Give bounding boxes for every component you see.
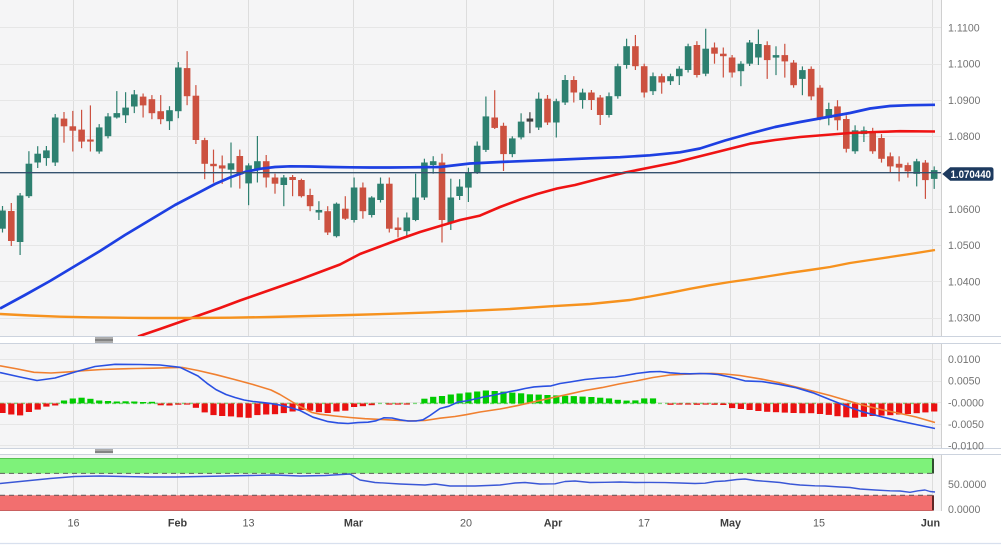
svg-text:May: May [720,518,741,530]
svg-text:1.0600: 1.0600 [948,204,981,216]
svg-text:13: 13 [242,518,254,530]
svg-text:1.0500: 1.0500 [948,240,981,252]
svg-text:1.0900: 1.0900 [948,95,981,107]
svg-text:50.0000: 50.0000 [948,479,986,491]
svg-text:20: 20 [460,518,472,530]
svg-text:Apr: Apr [544,518,563,530]
svg-text:15: 15 [813,518,825,530]
svg-text:1.070440: 1.070440 [951,169,992,181]
svg-text:-0.0100: -0.0100 [948,440,984,452]
svg-text:-0.0050: -0.0050 [948,419,984,431]
svg-text:1.1100: 1.1100 [948,22,980,34]
svg-text:Mar: Mar [344,518,364,530]
svg-text:-0.0000: -0.0000 [948,397,984,409]
svg-text:Feb: Feb [168,518,188,530]
svg-text:16: 16 [67,518,79,530]
svg-text:1.0300: 1.0300 [948,313,981,325]
svg-text:0.0050: 0.0050 [948,376,981,388]
svg-text:1.0400: 1.0400 [948,276,981,288]
svg-text:1.0800: 1.0800 [948,131,981,143]
svg-text:0.0100: 0.0100 [948,354,981,366]
svg-text:1.1000: 1.1000 [948,59,981,71]
svg-text:0.0000: 0.0000 [948,504,981,516]
svg-text:17: 17 [638,518,650,530]
svg-text:Jun: Jun [921,518,940,530]
